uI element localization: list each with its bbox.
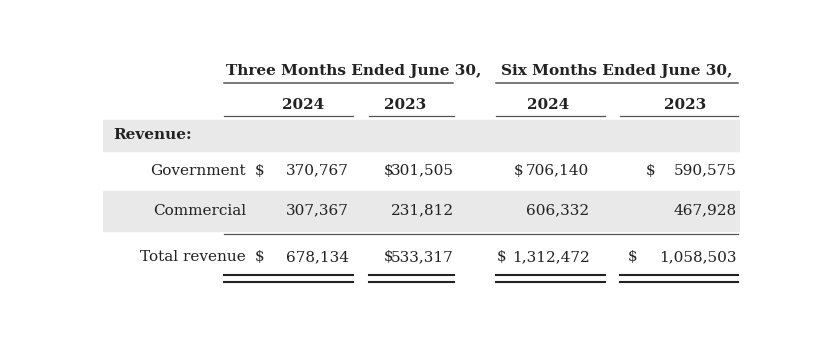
Text: $: $ — [255, 164, 265, 178]
Text: 467,928: 467,928 — [673, 204, 737, 218]
Text: Three Months Ended June 30,: Three Months Ended June 30, — [226, 64, 482, 79]
Text: $: $ — [255, 250, 265, 264]
Text: 301,505: 301,505 — [390, 164, 454, 178]
Text: 606,332: 606,332 — [526, 204, 589, 218]
Text: Six Months Ended June 30,: Six Months Ended June 30, — [501, 64, 732, 79]
Text: Revenue:: Revenue: — [113, 128, 192, 142]
Text: Commercial: Commercial — [153, 204, 246, 218]
Bar — [103, 191, 740, 231]
Text: 678,134: 678,134 — [286, 250, 349, 264]
Text: 2023: 2023 — [664, 98, 707, 112]
Text: $: $ — [628, 250, 638, 264]
Text: 370,767: 370,767 — [286, 164, 349, 178]
Text: 706,140: 706,140 — [526, 164, 589, 178]
Text: Total revenue: Total revenue — [141, 250, 246, 264]
Text: $: $ — [645, 164, 655, 178]
Bar — [103, 120, 740, 151]
Text: 307,367: 307,367 — [286, 204, 349, 218]
Text: 590,575: 590,575 — [674, 164, 737, 178]
Text: 2023: 2023 — [384, 98, 426, 112]
Text: $: $ — [496, 250, 506, 264]
Text: 533,317: 533,317 — [391, 250, 454, 264]
Text: 1,312,472: 1,312,472 — [512, 250, 589, 264]
Text: 1,058,503: 1,058,503 — [659, 250, 737, 264]
Text: 231,812: 231,812 — [390, 204, 454, 218]
Text: $: $ — [383, 164, 393, 178]
Text: $: $ — [383, 250, 393, 264]
Text: $: $ — [514, 164, 523, 178]
Text: 2024: 2024 — [282, 98, 324, 112]
Text: 2024: 2024 — [527, 98, 570, 112]
Text: Government: Government — [150, 164, 246, 178]
